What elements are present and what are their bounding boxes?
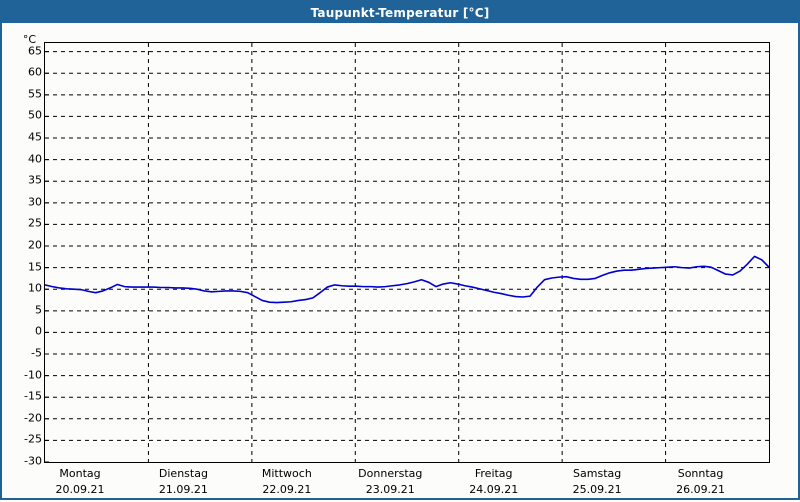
- window-title-bar: Taupunkt-Temperatur [°C]: [2, 2, 798, 23]
- y-axis-tick-label: -10: [24, 368, 42, 382]
- y-axis-tick-label: 60: [28, 65, 42, 79]
- y-axis-tick-label: 50: [28, 108, 42, 122]
- y-axis-tick-label: 65: [28, 44, 42, 58]
- chart-canvas: [45, 43, 769, 462]
- x-axis-day-name: Dienstag: [158, 467, 208, 480]
- y-axis-tick-label: 35: [28, 173, 42, 187]
- x-axis-date: 21.09.21: [158, 483, 208, 496]
- y-axis-tick-label: -20: [24, 411, 42, 425]
- y-axis-tick-label: -30: [24, 454, 42, 468]
- x-axis-date: 22.09.21: [262, 483, 312, 496]
- x-axis-tick-label: Freitag 24.09.21: [469, 466, 518, 498]
- x-axis-day-name: Freitag: [474, 467, 513, 480]
- x-axis-tick-label: Mittwoch 22.09.21: [262, 466, 312, 498]
- x-axis-tick-label: Montag 20.09.21: [56, 466, 105, 498]
- y-axis-tick-label: -15: [24, 389, 42, 403]
- y-axis-tick-label: -5: [31, 346, 42, 360]
- x-axis-date: 23.09.21: [365, 483, 415, 496]
- x-axis-day-name: Sonntag: [677, 467, 724, 480]
- x-axis-tick-label: Dienstag 21.09.21: [159, 466, 208, 498]
- x-axis-date: 20.09.21: [55, 483, 105, 496]
- x-axis-day-name: Montag: [59, 467, 101, 480]
- x-axis-date: 24.09.21: [469, 483, 519, 496]
- plot-area: [44, 42, 770, 463]
- y-axis-tick-label: 0: [35, 324, 42, 338]
- x-axis-tick-label: Sonntag 26.09.21: [676, 466, 725, 498]
- y-axis-tick-label: 40: [28, 152, 42, 166]
- y-axis-tick-label: 55: [28, 87, 42, 101]
- horizontal-gridlines: [45, 51, 769, 462]
- vertical-gridlines: [147, 43, 667, 462]
- y-axis-tick-label: 5: [35, 303, 42, 317]
- x-axis-day-name: Mittwoch: [261, 467, 312, 480]
- x-axis-tick-label: Donnerstag 23.09.21: [358, 466, 422, 498]
- y-axis: °C 65 60 55 50 45 40 35 30 25 20 15 10 5 0 -5 -10 -15 -20…: [2, 2, 42, 502]
- page-title: Taupunkt-Temperatur [°C]: [310, 5, 490, 20]
- y-axis-unit-label: °C: [22, 32, 36, 46]
- x-axis: Montag 20.09.21 Dienstag 21.09.21 Mittwoch 22…: [2, 466, 798, 500]
- x-axis-day-name: Donnerstag: [358, 467, 423, 480]
- y-axis-tick-label: 30: [28, 195, 42, 209]
- y-axis-tick-label: -25: [24, 432, 42, 446]
- y-axis-tick-label: 20: [28, 238, 42, 252]
- y-axis-tick-label: 25: [28, 216, 42, 230]
- x-axis-tick-label: Samstag 25.09.21: [573, 466, 622, 498]
- x-axis-day-name: Samstag: [573, 467, 622, 480]
- y-axis-tick-label: 15: [28, 260, 42, 274]
- y-axis-tick-label: 45: [28, 130, 42, 144]
- x-axis-date: 26.09.21: [676, 483, 726, 496]
- series-line-taupunkt: [45, 255, 769, 304]
- y-axis-tick-label: 10: [28, 281, 42, 295]
- x-axis-date: 25.09.21: [572, 483, 622, 496]
